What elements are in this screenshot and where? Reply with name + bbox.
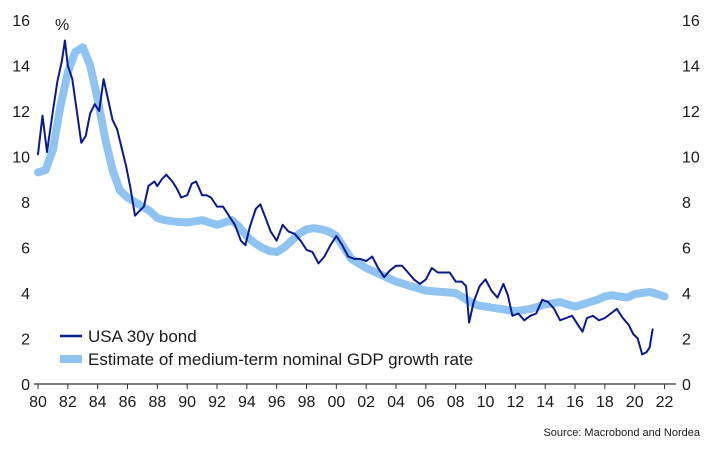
y-tick-label-right: 12 [682,104,700,121]
y-tick-label-left: 4 [21,286,30,303]
x-tick-label: 16 [566,394,584,411]
x-tick-label: 80 [29,394,47,411]
y-tick-label-right: 10 [682,150,700,167]
x-tick-label: 10 [477,394,495,411]
x-tick-label: 04 [387,394,405,411]
x-tick-label: 84 [89,394,107,411]
y-tick-label-left: 14 [12,59,30,76]
x-tick-label: 12 [506,394,524,411]
unit-label: % [55,17,69,34]
x-tick-label: 98 [298,394,316,411]
y-tick-label-right: 0 [682,377,691,394]
series-lines [34,39,669,356]
series-line-usa-30y-bond [37,39,654,356]
y-tick-label-left: 16 [12,13,30,30]
y-tick-label-left: 12 [12,104,30,121]
y-tick-label-right: 14 [682,59,700,76]
x-tick-label: 18 [596,394,614,411]
tick-labels: 80 82 84 86 88 90 92 94 96 98 00 02 04 06 08 10 12 14 16 18… [12,13,700,411]
y-tick-label-left: 10 [12,150,30,167]
legend-label-gdp-growth-estimate: Estimate of medium-term nominal GDP grow… [88,350,473,369]
y-tick-label-left: 0 [21,377,30,394]
x-tick-label: 92 [208,394,226,411]
source-note: Source: Macrobond and Nordea [543,427,700,439]
y-tick-label-right: 6 [682,241,691,258]
y-tick-label-left: 8 [21,195,30,212]
y-tick-label-right: 4 [682,286,691,303]
y-tick-label-left: 6 [21,241,30,258]
x-tick-label: 00 [327,394,345,411]
y-tick-label-left: 2 [21,332,30,349]
x-tick-label: 82 [59,394,77,411]
legend: USA 30y bond Estimate of medium-term nom… [60,327,473,369]
x-tick-label: 22 [656,394,674,411]
legend-label-usa-30y-bond: USA 30y bond [88,327,197,346]
x-tick-label: 20 [626,394,644,411]
x-tick-label: 94 [238,394,256,411]
x-tick-label: 02 [357,394,375,411]
y-tick-label-right: 8 [682,195,691,212]
x-tick-label: 06 [417,394,435,411]
x-tick-label: 90 [178,394,196,411]
x-tick-label: 14 [536,394,554,411]
x-tick-label: 96 [268,394,286,411]
x-tick-label: 08 [447,394,465,411]
series-line-gdp-growth-estimate [34,43,669,316]
x-tick-label: 88 [148,394,166,411]
y-tick-label-right: 2 [682,332,691,349]
y-tick-label-right: 16 [682,13,700,30]
x-tick-label: 86 [119,394,137,411]
